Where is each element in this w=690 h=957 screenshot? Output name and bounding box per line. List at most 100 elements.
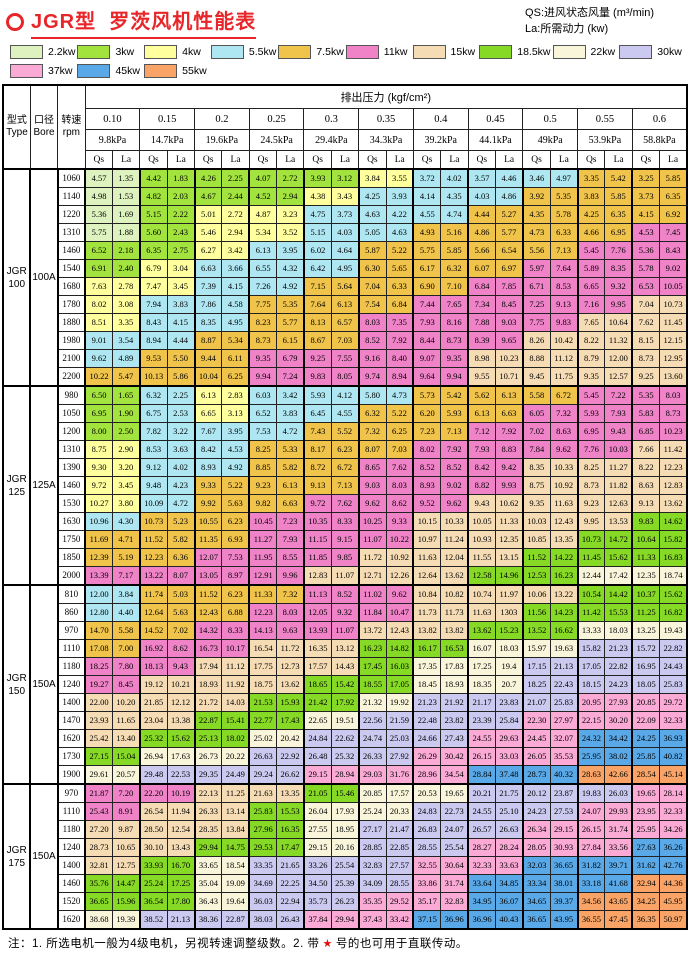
la-cell: 4.97 <box>549 168 579 188</box>
qs-cell: 19.65 <box>631 783 661 803</box>
qs-cell: 11.74 <box>138 584 168 604</box>
legend-swatch <box>345 45 379 59</box>
la-cell: 14.42 <box>604 584 633 604</box>
la-cell: 15.53 <box>604 603 633 622</box>
qs-cell: 12.80 <box>84 603 113 622</box>
la-cell: 9.63 <box>276 621 305 640</box>
qs-cell: 11.52 <box>138 530 168 549</box>
rpm-cell: 1240 <box>57 838 86 857</box>
qs-cell: 3.73 <box>631 187 661 206</box>
qs-cell: 8.88 <box>521 349 551 368</box>
la-cell: 7.92 <box>385 331 414 350</box>
qs-cell: 5.78 <box>631 259 661 278</box>
la-cell: 10.05 <box>659 277 688 296</box>
qs-cell: 8.93 <box>193 458 223 477</box>
la-cell: 6.79 <box>276 349 305 368</box>
qs-cell: 7.43 <box>302 422 332 441</box>
la-cell: 2.25 <box>221 168 250 188</box>
rpm-cell: 1460★ <box>57 476 86 495</box>
qs-cell: 20.21 <box>467 783 496 803</box>
qs-cell: 25.95 <box>631 820 661 839</box>
rpm-cell: 1390 <box>57 458 86 477</box>
la-cell: 39.71 <box>604 856 633 875</box>
la-cell: 34.42 <box>604 729 633 748</box>
la-cell: 43.95 <box>549 910 579 930</box>
rpm-cell: 1400 <box>57 693 86 712</box>
la-cell: 29.15 <box>549 820 579 839</box>
qs-cell: 29.35 <box>193 765 223 785</box>
la-cell: 13.15 <box>494 548 524 567</box>
la-cell: 11.82 <box>604 476 633 495</box>
qs-cell: 8.25 <box>576 458 606 477</box>
table-row: 1310 5.75 1.88 5.60 2.43 5.46 2.94 5.34 3.52 5.15… <box>3 223 688 242</box>
la-cell: 2.90 <box>111 440 141 459</box>
qs-cell: 25.42 <box>84 729 113 748</box>
qs-cell: 5.45 <box>576 385 606 405</box>
la-cell: 9.13 <box>549 295 579 314</box>
legend-swatch <box>479 45 513 59</box>
la-cell: 2.22 <box>166 205 196 224</box>
la-cell: 29.72 <box>659 693 688 712</box>
qs-cell: 5.36 <box>631 241 661 260</box>
la-cell: 7.64 <box>549 259 579 278</box>
qs-label: Qs <box>631 150 661 170</box>
qs-cell: 4.25 <box>357 187 387 206</box>
la-cell: 4.53 <box>221 440 250 459</box>
qs-label: Qs <box>522 150 551 170</box>
la-cell: 16.03 <box>385 657 414 676</box>
la-cell: 2.44 <box>221 187 250 206</box>
footnote-prefix: 注：1. 所选电机一般为4级电机，另视转速调整级数。2. 带 <box>8 938 320 950</box>
qs-cell: 14.70 <box>84 621 113 640</box>
qs-cell: 35.76 <box>84 874 113 893</box>
la-cell: 2.94 <box>276 187 305 206</box>
qs-cell: 23.95 <box>631 802 661 821</box>
footnote-suffix: 号的也可用于直联传动。 <box>335 938 468 950</box>
qs-cell: 5.36 <box>84 205 113 224</box>
rpm-cell: 1140 <box>57 187 86 206</box>
table-row: 1680 7.63 2.78 7.47 3.45 7.39 4.15 7.26 4.92 7.15… <box>3 277 688 296</box>
rpm-cell: 980★ <box>57 385 86 405</box>
legend-swatch <box>210 45 244 59</box>
la-cell: 4.92 <box>276 277 305 296</box>
qs-cell: 10.45 <box>248 512 278 531</box>
qs-cell: 11.15 <box>302 530 332 549</box>
la-cell: 3.63 <box>166 440 196 459</box>
qs-cell: 6.03 <box>248 385 278 405</box>
qs-cell: 17.15 <box>521 657 551 676</box>
qs-cell: 21.53 <box>248 693 278 712</box>
qs-cell: 9.62 <box>84 349 113 368</box>
qs-cell: 8.98 <box>467 349 496 368</box>
la-cell: 4.95 <box>330 259 360 278</box>
qs-cell: 5.80 <box>357 385 387 405</box>
qs-cell: 9.62 <box>357 494 387 513</box>
qs-cell: 6.85 <box>631 422 661 441</box>
la-cell: 16.62 <box>549 621 579 640</box>
la-cell: 3.95 <box>276 241 305 260</box>
qs-cell: 10.22 <box>84 367 113 387</box>
qs-cell: 3.84 <box>357 168 387 188</box>
qs-cell: 6.05 <box>521 404 551 423</box>
qs-cell: 6.55 <box>248 259 278 278</box>
la-cell: 5.22 <box>385 241 414 260</box>
la-cell: 6.11 <box>221 349 250 368</box>
la-cell: 10.19 <box>166 783 196 803</box>
la-cell: 11.75 <box>549 367 579 387</box>
la-cell: 4.46 <box>494 168 524 188</box>
la-cell: 13.40 <box>111 729 141 748</box>
qs-cell: 6.52 <box>248 404 278 423</box>
la-cell: 8.55 <box>276 548 305 567</box>
qs-cell: 7.04 <box>357 277 387 296</box>
la-cell: 3.04 <box>166 259 196 278</box>
la-cell: 9.62 <box>440 494 469 513</box>
la-cell: 3.22 <box>166 422 196 441</box>
la-cell: 12.04 <box>440 548 469 567</box>
la-cell: 50.97 <box>659 910 688 930</box>
la-cell: 15.42 <box>330 675 360 694</box>
la-cell: 16.53 <box>440 639 469 658</box>
la-cell: 10.64 <box>604 313 633 332</box>
qs-cell: 6.42 <box>302 259 332 278</box>
qs-cell: 6.84 <box>467 277 496 296</box>
rpm-cell: 1750 <box>57 530 86 549</box>
la-cell: 33.56 <box>604 838 633 857</box>
la-cell: 7.13 <box>440 422 469 441</box>
